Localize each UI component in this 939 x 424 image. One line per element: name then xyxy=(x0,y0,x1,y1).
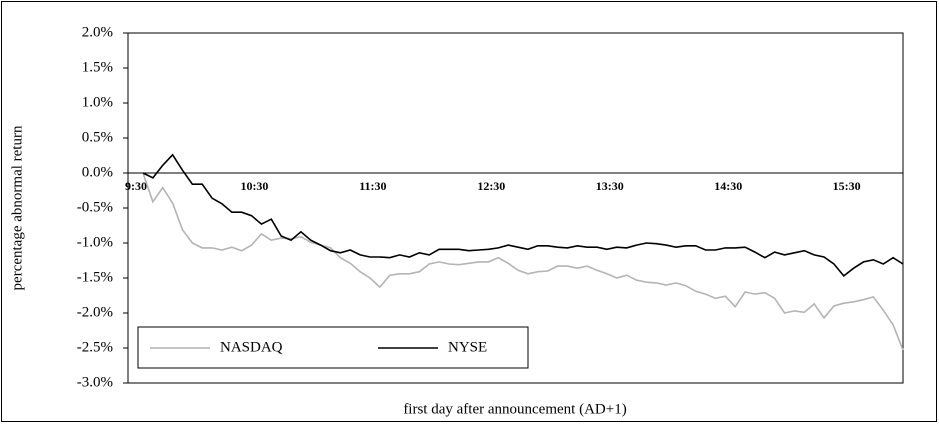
x-axis-label: first day after announcement (AD+1) xyxy=(403,401,626,417)
x-tick-label: 12:30 xyxy=(477,179,505,193)
legend-label: NASDAQ xyxy=(220,339,283,355)
x-tick-label: 14:30 xyxy=(714,179,742,193)
y-tick-label: -2.0% xyxy=(77,304,113,320)
y-tick-label: 1.0% xyxy=(82,94,113,110)
x-tick-label: 15:30 xyxy=(833,179,861,193)
y-tick-label: 0.0% xyxy=(82,164,113,180)
y-tick-label: 1.5% xyxy=(82,59,113,75)
y-axis-label: percentage abnormal return xyxy=(9,125,25,290)
y-tick-label: -3.0% xyxy=(77,374,113,390)
y-tick-label: -1.0% xyxy=(77,234,113,250)
y-tick-label: -2.5% xyxy=(77,339,113,355)
x-tick-label: 11:30 xyxy=(359,179,386,193)
line-series xyxy=(142,172,904,351)
x-tick-label: 10:30 xyxy=(240,179,268,193)
y-tick-label: -1.5% xyxy=(77,269,113,285)
x-tick-label: 13:30 xyxy=(596,179,624,193)
y-tick-label: 2.0% xyxy=(82,24,113,40)
legend-label: NYSE xyxy=(448,339,487,355)
x-tick-label: 9:30 xyxy=(125,179,147,193)
y-tick-label: 0.5% xyxy=(82,129,113,145)
y-tick-label: -0.5% xyxy=(77,199,113,215)
line-series xyxy=(142,153,904,278)
